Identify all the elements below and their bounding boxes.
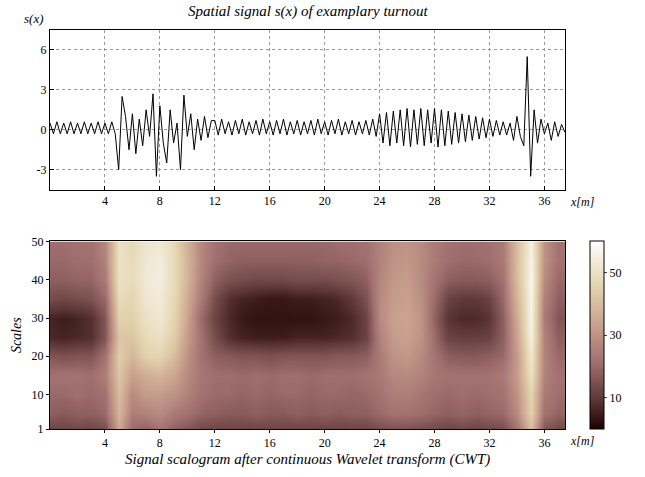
svg-text:x[m]: x[m] <box>570 434 595 448</box>
svg-text:40: 40 <box>32 273 44 287</box>
svg-text:4: 4 <box>102 194 108 208</box>
svg-text:50: 50 <box>609 266 621 280</box>
svg-text:Spatial signal s(x) of exampla: Spatial signal s(x) of examplary turnout <box>188 3 428 20</box>
svg-text:10: 10 <box>609 391 621 405</box>
svg-text:16: 16 <box>264 436 276 450</box>
svg-text:-3: -3 <box>37 163 47 177</box>
svg-text:24: 24 <box>374 436 386 450</box>
svg-text:3: 3 <box>41 83 47 97</box>
svg-text:50: 50 <box>32 235 44 249</box>
svg-text:x[m]: x[m] <box>570 195 595 209</box>
svg-text:28: 28 <box>429 194 441 208</box>
svg-text:20: 20 <box>32 349 44 363</box>
svg-text:8: 8 <box>157 194 163 208</box>
svg-text:36: 36 <box>538 194 550 208</box>
svg-text:s(x): s(x) <box>24 11 44 26</box>
svg-text:Signal scalogram after continu: Signal scalogram after continuous Wavele… <box>125 451 490 468</box>
svg-text:32: 32 <box>483 194 495 208</box>
svg-text:36: 36 <box>538 436 550 450</box>
svg-text:16: 16 <box>264 194 276 208</box>
svg-text:1: 1 <box>38 422 44 436</box>
svg-text:30: 30 <box>32 311 44 325</box>
svg-text:0: 0 <box>41 123 47 137</box>
svg-text:Scales: Scales <box>9 317 24 353</box>
svg-text:8: 8 <box>157 436 163 450</box>
svg-text:12: 12 <box>209 436 221 450</box>
svg-text:12: 12 <box>209 194 221 208</box>
svg-text:6: 6 <box>41 43 47 57</box>
svg-text:20: 20 <box>319 194 331 208</box>
svg-text:30: 30 <box>609 328 621 342</box>
svg-text:28: 28 <box>429 436 441 450</box>
svg-text:24: 24 <box>374 194 386 208</box>
svg-text:32: 32 <box>483 436 495 450</box>
svg-text:10: 10 <box>32 388 44 402</box>
svg-text:4: 4 <box>102 436 108 450</box>
svg-text:20: 20 <box>319 436 331 450</box>
